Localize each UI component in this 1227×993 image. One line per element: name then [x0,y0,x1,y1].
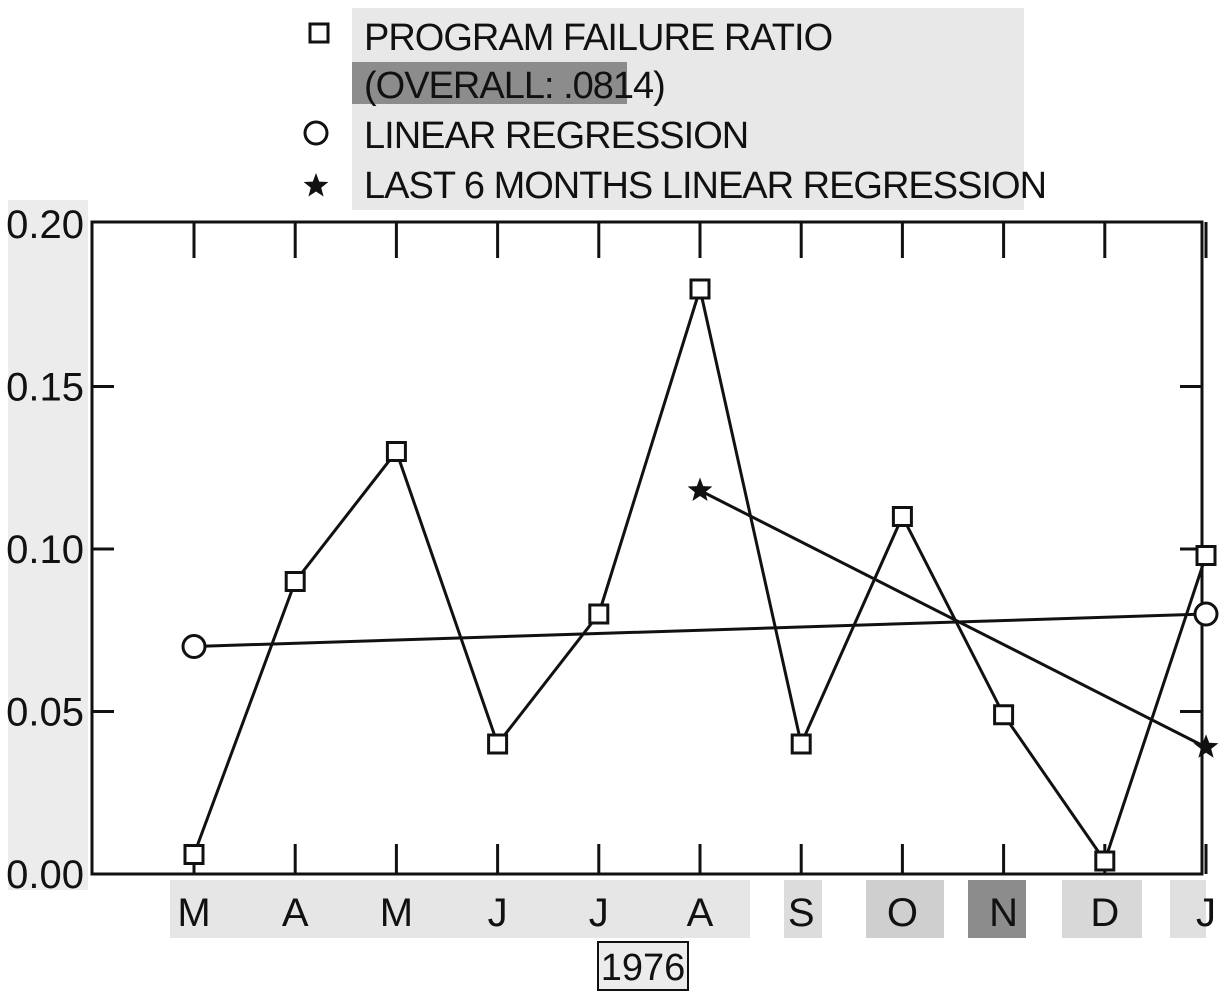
last6-regression-point [687,477,713,501]
x-tick-label: J [589,891,609,935]
legend-label-linear-regression: LINEAR REGRESSION [364,115,748,157]
linear-regression-line [193,612,1207,648]
y-axis-label-background [8,200,88,890]
x-axis-label-background-4 [968,880,1026,938]
y-tick-label: 0.20 [6,203,84,247]
x-tick-label: M [380,891,413,935]
x-tick-label: D [1090,891,1119,935]
x-axis-label-background-3 [866,880,944,938]
x-tick-label: N [989,891,1018,935]
failure-ratio-point [284,571,306,592]
legend-label-last6-regression: LAST 6 MONTHS LINEAR REGRESSION [364,165,1046,207]
failure-ratio-point [588,603,610,625]
x-tick-label: A [282,891,309,935]
legend-overall-highlight [352,62,627,104]
x-tick-label: A [687,891,714,935]
x-axis-label-background-2 [784,880,822,938]
y-tick-label: 0.10 [6,528,84,572]
failure-ratio-line [192,283,1208,865]
failure-ratio-point [1094,850,1116,872]
x-axis-year-box [597,941,689,991]
x-tick-label: S [788,891,815,935]
x-axis-year-label: 1976 [601,947,686,989]
legend-label-failure-ratio: PROGRAM FAILURE RATIO [364,17,832,59]
failure-ratio-point [790,733,812,755]
x-axis: M A M J J A S O N D J 1976 [170,222,1216,991]
x-axis-label-background-1 [170,880,750,938]
legend-circle-icon [303,120,329,146]
x-tick-label: J [1196,891,1216,935]
x-tick-label: J [488,891,508,935]
x-axis-label-background-5 [1062,880,1142,938]
linear-regression-point [1193,601,1219,627]
x-axis-label-background-6 [1170,880,1206,938]
y-axis: 0.00 0.05 0.10 0.15 0.20 [6,200,1202,897]
last6-regression-point [1193,734,1219,758]
x-tick-label: O [887,891,918,935]
legend: PROGRAM FAILURE RATIO (OVERALL: .0814) L… [303,8,1047,210]
failure-ratio-point [993,704,1015,726]
series-layer [181,278,1219,872]
y-tick-label: 0.00 [6,853,84,897]
legend-star-icon [303,173,329,197]
failure-ratio-point [689,278,711,300]
x-tick-label: M [177,891,210,935]
legend-label-overall: (OVERALL: .0814) [364,65,665,107]
linear-regression-point [181,634,207,659]
y-tick-label: 0.15 [6,366,84,410]
failure-ratio-point [183,844,205,865]
plot-frame [90,220,1204,876]
failure-ratio-point [385,441,407,462]
failure-ratio-point [1195,545,1217,566]
failure-ratio-point [487,733,509,755]
legend-background [352,8,1024,210]
failure-ratio-point [891,506,913,527]
y-tick-label: 0.05 [6,691,84,735]
legend-square-icon [308,22,330,44]
